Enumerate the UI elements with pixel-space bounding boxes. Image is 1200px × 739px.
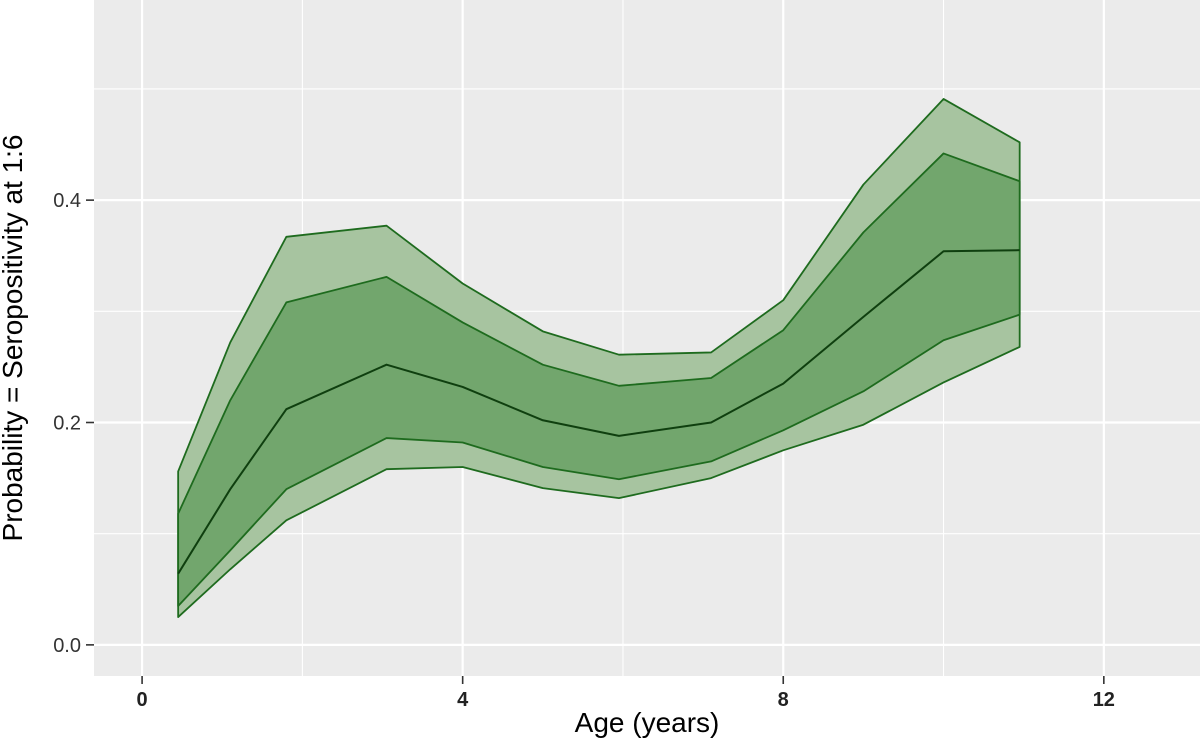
- x-tick-label: 4: [457, 689, 469, 711]
- y-tick-label: 0.0: [53, 635, 81, 657]
- x-tick-label: 12: [1093, 689, 1115, 711]
- series-lines: [177, 249, 1020, 575]
- median-line: [177, 249, 1020, 575]
- inner-band: [177, 152, 1021, 607]
- x-axis-title: Age (years): [575, 707, 720, 738]
- x-tick-label: 8: [778, 689, 789, 711]
- outer-band: [177, 98, 1021, 618]
- y-axis-title: Probability = Seropositivity at 1:6: [0, 135, 28, 542]
- grid-major: [94, 0, 1200, 676]
- x-tick-label: 0: [137, 689, 148, 711]
- confidence-bands: [177, 98, 1021, 618]
- y-tick-label: 0.4: [53, 190, 81, 212]
- axis-ticks: 0 4 8 12 0.0 0.2 0.4: [53, 190, 1115, 711]
- y-tick-label: 0.2: [53, 413, 81, 435]
